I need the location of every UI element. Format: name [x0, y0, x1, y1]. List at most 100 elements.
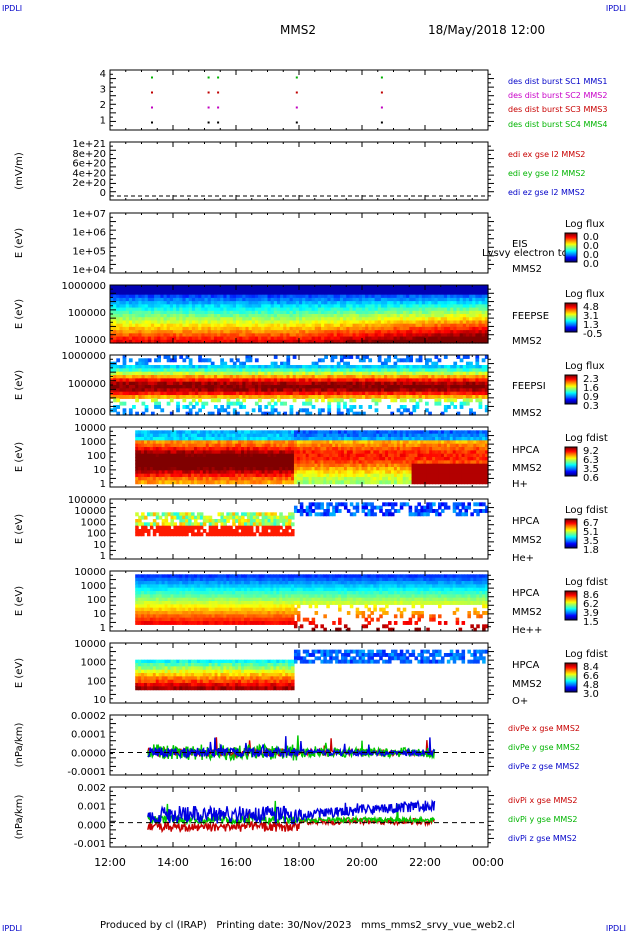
spectrogram-cell: [402, 371, 407, 376]
spectrogram-cell: [412, 285, 417, 289]
spectrogram-cell: [122, 330, 127, 334]
spectrogram-cell: [198, 378, 202, 383]
spectrogram-cell: [327, 398, 332, 403]
spectrogram-cell: [358, 358, 363, 363]
spectrogram-cell: [305, 330, 310, 334]
spectrogram-cell: [141, 443, 145, 448]
spectrogram-cell: [239, 375, 243, 379]
spectrogram-cell: [116, 378, 121, 383]
spectrogram-cell: [343, 375, 347, 379]
spectrogram-cell: [245, 314, 250, 318]
spectrogram-cell: [179, 317, 184, 322]
spectrogram-cell: [226, 473, 230, 478]
spectrogram-cell: [415, 307, 420, 312]
spectrogram-cell: [199, 450, 204, 455]
spectrogram-cell: [229, 391, 234, 396]
spectrogram-cell: [456, 310, 461, 315]
spectrogram-cell: [317, 339, 322, 344]
spectrogram-cell: [158, 430, 163, 435]
spectrogram-cell: [258, 336, 262, 341]
spectrogram-cell: [453, 297, 458, 302]
spectrogram-cell: [289, 320, 294, 325]
spectrogram-cell: [220, 368, 224, 373]
spectrogram-cell: [149, 480, 154, 485]
spectrogram-cell: [289, 385, 294, 389]
spectrogram-cell: [273, 385, 278, 389]
spectrogram-cell: [169, 288, 174, 293]
spectrogram-cell: [418, 388, 423, 393]
spectrogram-cell: [317, 375, 322, 379]
spectrogram-cell: [387, 391, 391, 396]
spectrogram-cell: [144, 285, 149, 289]
spectrogram-cell: [409, 317, 413, 322]
spectrogram-cell: [179, 391, 184, 396]
spectrogram-cell: [223, 361, 228, 366]
spectrogram-cell: [267, 326, 272, 331]
spectrogram-cell: [251, 388, 256, 393]
spectrogram-cell: [273, 294, 278, 299]
spectrogram-cell: [481, 330, 486, 334]
spectrogram-cell: [352, 395, 357, 399]
spectrogram-cell: [179, 381, 184, 386]
spectrogram-cell: [270, 291, 275, 296]
spectrogram-cell: [434, 355, 439, 359]
spectrogram-cell: [336, 285, 341, 289]
spectrogram-cell: [201, 314, 206, 318]
spectrogram-cell: [384, 378, 388, 383]
spectrogram-cell: [210, 339, 215, 344]
spectrogram-cell: [399, 288, 404, 293]
spectrogram-cell: [289, 285, 294, 289]
spectrogram-cell: [182, 437, 186, 441]
spectrogram-cell: [195, 326, 199, 331]
spectrogram-cell: [141, 381, 146, 386]
spectrogram-cell: [160, 368, 165, 373]
spectrogram-cell: [141, 411, 146, 416]
spectrogram-cell: [365, 336, 369, 341]
spectrogram-cell: [157, 310, 161, 315]
spectrogram-cell: [163, 291, 168, 296]
spectrogram-cell: [141, 291, 146, 296]
spectrogram-cell: [459, 297, 464, 302]
spectrogram-cell: [213, 285, 218, 289]
spectrogram-cell: [447, 375, 451, 379]
spectrogram-cell: [149, 460, 154, 465]
spectrogram-cell: [210, 378, 215, 383]
spectrogram-cell: [374, 297, 379, 302]
spectrogram-cell: [267, 385, 272, 389]
spectrogram-cell: [299, 381, 303, 386]
spectrogram-cell: [352, 297, 357, 302]
spectrogram-cell: [434, 294, 439, 299]
spectrogram-cell: [188, 291, 193, 296]
spectrogram-cell: [380, 297, 385, 302]
spectrogram-cell: [327, 304, 332, 309]
spectrogram-cell: [425, 391, 429, 396]
spectrogram-cell: [475, 336, 480, 341]
spectrogram-cell: [289, 330, 294, 334]
spectrogram-cell: [270, 450, 274, 455]
spectrogram-cell: [161, 467, 166, 471]
spectrogram-cell: [283, 411, 287, 416]
spectrogram-cell: [390, 294, 395, 299]
spectrogram-cell: [125, 388, 130, 393]
spectrogram-cell: [116, 336, 121, 341]
spectrogram-cell: [280, 288, 284, 293]
spectrogram-cell: [246, 443, 251, 448]
x-tick-label: 16:00: [220, 856, 252, 869]
spectrogram-cell: [368, 381, 373, 386]
spectrogram-cell: [286, 310, 291, 315]
spectrogram-cell: [428, 291, 432, 296]
spectrogram-cell: [409, 385, 413, 389]
spectrogram-cell: [188, 447, 192, 451]
spectrogram-cell: [264, 301, 269, 305]
spectrogram-cell: [362, 371, 366, 376]
spectrogram-cell: [258, 437, 263, 441]
spectrogram-cell: [286, 358, 291, 363]
spectrogram-cell: [355, 307, 360, 312]
spectrogram-cell: [399, 307, 404, 312]
spectrogram-cell: [167, 440, 172, 445]
spectrogram-cell: [150, 323, 155, 328]
spectrogram-cell: [210, 326, 215, 331]
spectrogram-cell: [119, 365, 124, 369]
spectrogram-cell: [213, 371, 218, 376]
spectrogram-cell: [223, 333, 228, 338]
